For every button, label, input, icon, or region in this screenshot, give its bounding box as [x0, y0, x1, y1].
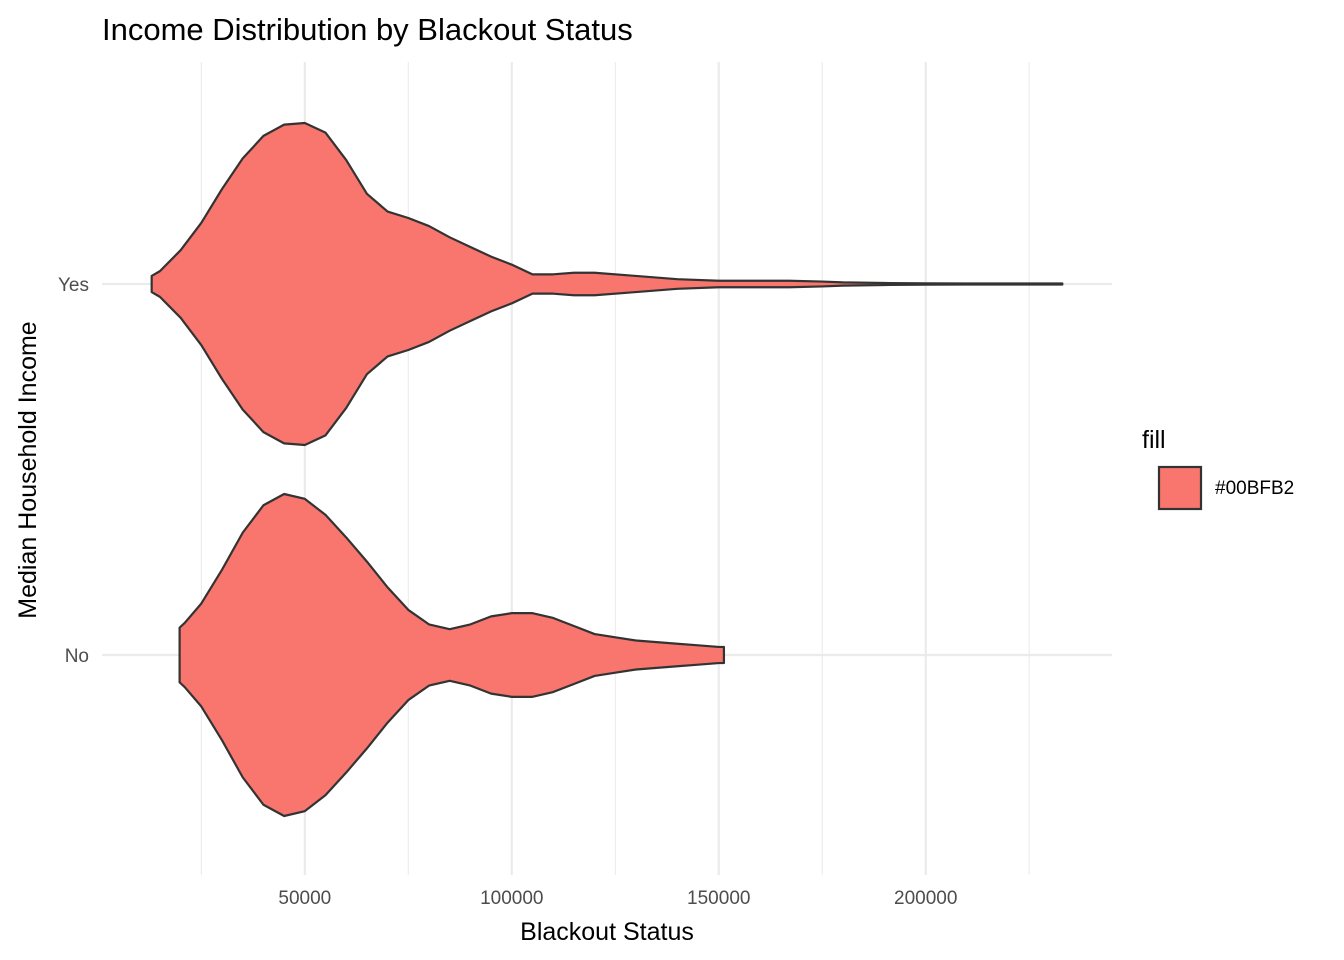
y-tick-label: Yes	[58, 275, 89, 296]
violin-no	[178, 492, 726, 818]
y-axis-title: Median Household Income	[14, 321, 42, 618]
x-axis-title: Blackout Status	[520, 918, 694, 946]
legend: fill #00BFB2	[1142, 426, 1294, 511]
legend-title: fill	[1142, 426, 1166, 454]
violin-group	[150, 121, 1064, 818]
violin-yes	[150, 121, 1064, 447]
x-tick-label: 100000	[480, 888, 543, 909]
x-tick-label: 200000	[894, 888, 957, 909]
y-tick-label: No	[65, 646, 89, 667]
y-axis-ticks: No Yes	[58, 275, 89, 667]
x-axis-ticks: 50000 100000 150000 200000	[278, 888, 957, 909]
legend-key-swatch	[1157, 465, 1203, 511]
x-tick-label: 150000	[687, 888, 750, 909]
legend-entry-label: #00BFB2	[1215, 478, 1294, 499]
chart-title: Income Distribution by Blackout Status	[102, 12, 633, 47]
x-tick-label: 50000	[278, 888, 331, 909]
